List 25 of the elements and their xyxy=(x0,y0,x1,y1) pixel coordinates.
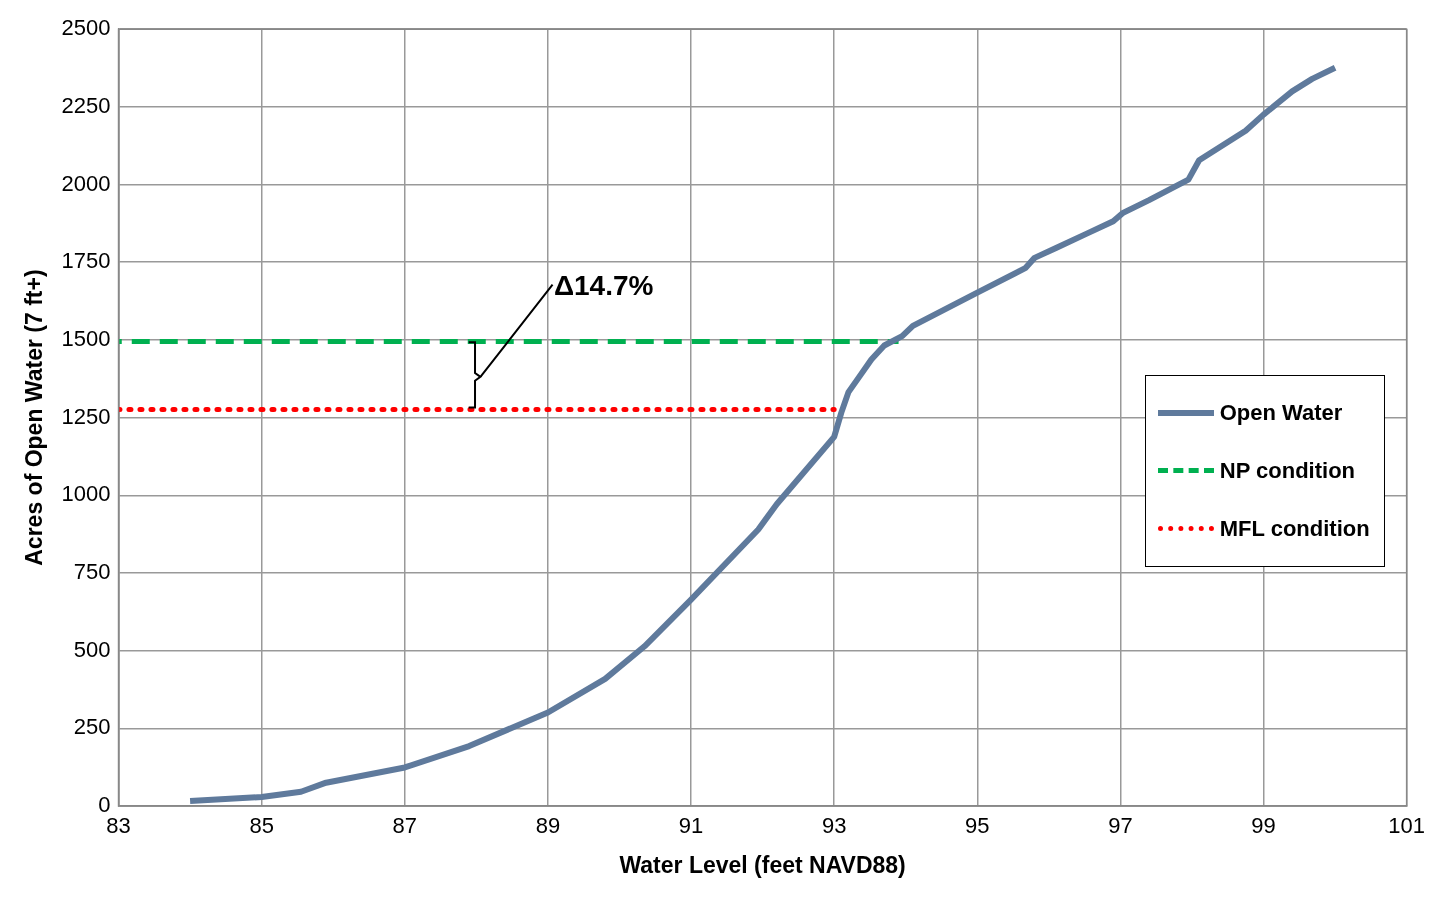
y-axis-title: Acres of Open Water (7 ft+) xyxy=(21,269,48,566)
y-tick-label: 1250 xyxy=(61,403,111,429)
legend-label: NP condition xyxy=(1219,457,1356,484)
x-axis-title: Water Level (feet NAVD88) xyxy=(619,851,906,878)
x-tick-label: 89 xyxy=(535,813,561,839)
y-tick-label: 750 xyxy=(73,559,111,585)
y-tick-label: 500 xyxy=(73,636,111,662)
y-tick-label: 1500 xyxy=(61,325,111,351)
x-tick-label: 99 xyxy=(1251,813,1276,839)
x-tick-label: 91 xyxy=(678,813,704,839)
x-tick-label: 95 xyxy=(965,813,990,839)
legend-label: Open Water xyxy=(1219,399,1343,426)
y-tick-label: 1000 xyxy=(61,481,111,507)
annotation: Δ14.7% xyxy=(553,269,654,301)
y-tick-label: 250 xyxy=(73,714,111,740)
legend-label: MFL condition xyxy=(1219,515,1370,542)
x-tick-label: 93 xyxy=(821,813,847,839)
x-tick-label: 97 xyxy=(1108,813,1133,839)
y-tick-label: 2250 xyxy=(61,92,111,118)
y-tick-label: 2500 xyxy=(61,15,111,41)
y-tick-label: 1750 xyxy=(61,248,111,274)
y-tick-label: 2000 xyxy=(61,170,111,196)
x-tick-label: 85 xyxy=(249,813,274,839)
x-tick-label: 101 xyxy=(1388,813,1426,839)
x-tick-label: 87 xyxy=(392,813,418,839)
